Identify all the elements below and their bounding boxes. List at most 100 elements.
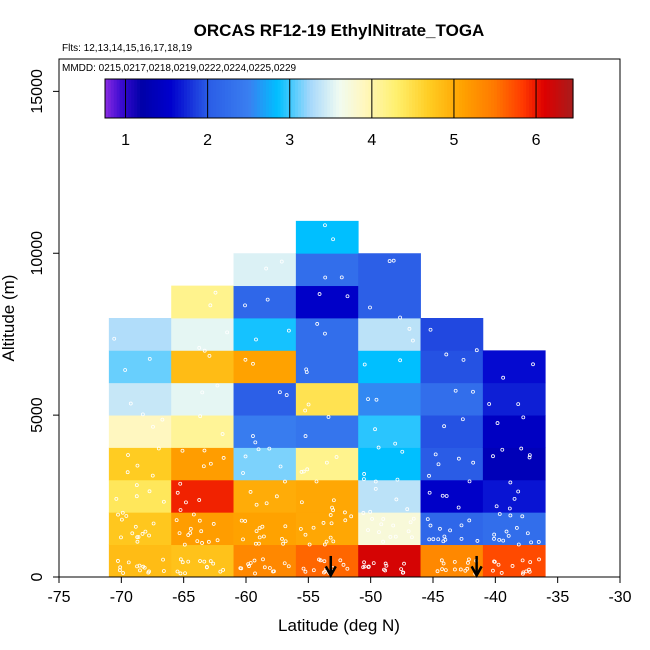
data-point	[220, 432, 225, 436]
data-point	[184, 500, 188, 505]
colorbar-segment	[271, 79, 276, 118]
colorbar-segment	[341, 79, 346, 118]
colorbar-segment	[467, 79, 472, 118]
colorbar-segment	[409, 79, 413, 118]
data-point	[410, 338, 415, 343]
data-point	[198, 559, 202, 563]
data-point	[161, 499, 166, 504]
data-point	[537, 557, 541, 562]
data-point	[362, 560, 366, 565]
colorbar-segment	[321, 79, 325, 118]
colorbar-segment	[491, 79, 495, 118]
data-point	[283, 539, 288, 544]
heatmap-cell	[233, 447, 297, 481]
colorbar-segment	[517, 79, 521, 118]
colorbar-tick-label: 2	[203, 132, 212, 149]
heatmap-cell	[420, 318, 484, 351]
colorbar-segment	[131, 79, 135, 118]
data-point	[370, 516, 374, 521]
colorbar-segment	[347, 79, 352, 118]
data-point	[175, 490, 180, 495]
colorbar-segment	[529, 79, 533, 118]
colorbar-segment	[537, 79, 542, 118]
data-point	[388, 534, 393, 539]
heatmap-cell	[295, 512, 359, 546]
colorbar-segment	[298, 79, 302, 118]
data-point	[213, 290, 218, 295]
data-point	[150, 473, 155, 478]
colorbar-segment	[277, 79, 282, 118]
data-point	[408, 520, 413, 525]
data-point	[262, 565, 267, 570]
data-point	[243, 357, 248, 362]
colorbar-segment	[336, 79, 340, 118]
colorbar-segment	[169, 79, 173, 118]
data-point	[147, 356, 152, 361]
data-point	[279, 259, 284, 264]
colorbar-segment	[183, 79, 188, 118]
heatmap-cell	[482, 447, 546, 481]
heatmap-cell	[295, 220, 359, 254]
colorbar-segment	[502, 79, 507, 118]
data-point	[174, 518, 179, 523]
x-tick-label: -70	[110, 589, 133, 606]
data-point	[253, 571, 257, 576]
colorbar-segment	[520, 79, 524, 118]
colorbar-segment	[511, 79, 516, 118]
data-point	[427, 490, 432, 495]
data-point	[341, 562, 346, 567]
colorbar-segment	[157, 79, 162, 118]
data-point	[267, 446, 272, 451]
data-point	[200, 390, 205, 395]
colorbar-segment	[473, 79, 478, 118]
colorbar-segment	[377, 79, 381, 118]
data-point	[140, 412, 145, 417]
colorbar-segment	[339, 79, 343, 118]
colorbar-segment	[549, 79, 554, 118]
data-point	[510, 564, 515, 568]
data-point	[362, 477, 366, 482]
data-point	[366, 397, 370, 402]
data-point	[182, 542, 187, 547]
data-point	[444, 494, 449, 498]
data-point	[323, 331, 327, 336]
data-point	[384, 563, 389, 568]
data-point	[500, 447, 505, 452]
colorbar-segment	[292, 79, 296, 118]
colorbar-segment	[128, 79, 132, 118]
dates-note: MMDD: 0215,0217,0218,0219,0222,0224,0225…	[62, 63, 297, 74]
data-point	[241, 471, 245, 475]
y-tick-label: 10000	[29, 231, 46, 276]
data-point	[323, 223, 327, 228]
colorbar-segment	[125, 79, 129, 118]
data-point	[495, 421, 500, 425]
data-point	[254, 337, 258, 342]
data-point	[303, 569, 308, 574]
data-point	[427, 537, 432, 542]
colorbar-segment	[286, 79, 290, 118]
heatmap-cell	[171, 512, 234, 546]
colorbar-segment	[210, 79, 214, 118]
data-point	[277, 390, 282, 395]
colorbar-segment	[324, 79, 328, 118]
colorbar-segment	[534, 79, 539, 118]
data-point	[134, 494, 139, 499]
data-point	[156, 446, 161, 451]
data-point	[286, 564, 291, 569]
colorbar-segment	[163, 79, 168, 118]
heatmap-cell	[420, 479, 484, 513]
data-point	[402, 561, 406, 566]
data-point	[501, 538, 506, 543]
heatmap-cell	[108, 382, 172, 416]
data-point	[262, 534, 266, 539]
colorbar-segment	[543, 79, 548, 118]
colorbar-segment	[356, 79, 361, 118]
data-point	[126, 560, 131, 565]
heatmap-cell	[295, 253, 359, 287]
heatmap-cell	[482, 382, 546, 416]
data-point	[381, 517, 386, 521]
data-point	[411, 516, 416, 521]
data-point	[331, 498, 336, 503]
data-point	[520, 514, 525, 519]
colorbar-segment	[406, 79, 410, 118]
